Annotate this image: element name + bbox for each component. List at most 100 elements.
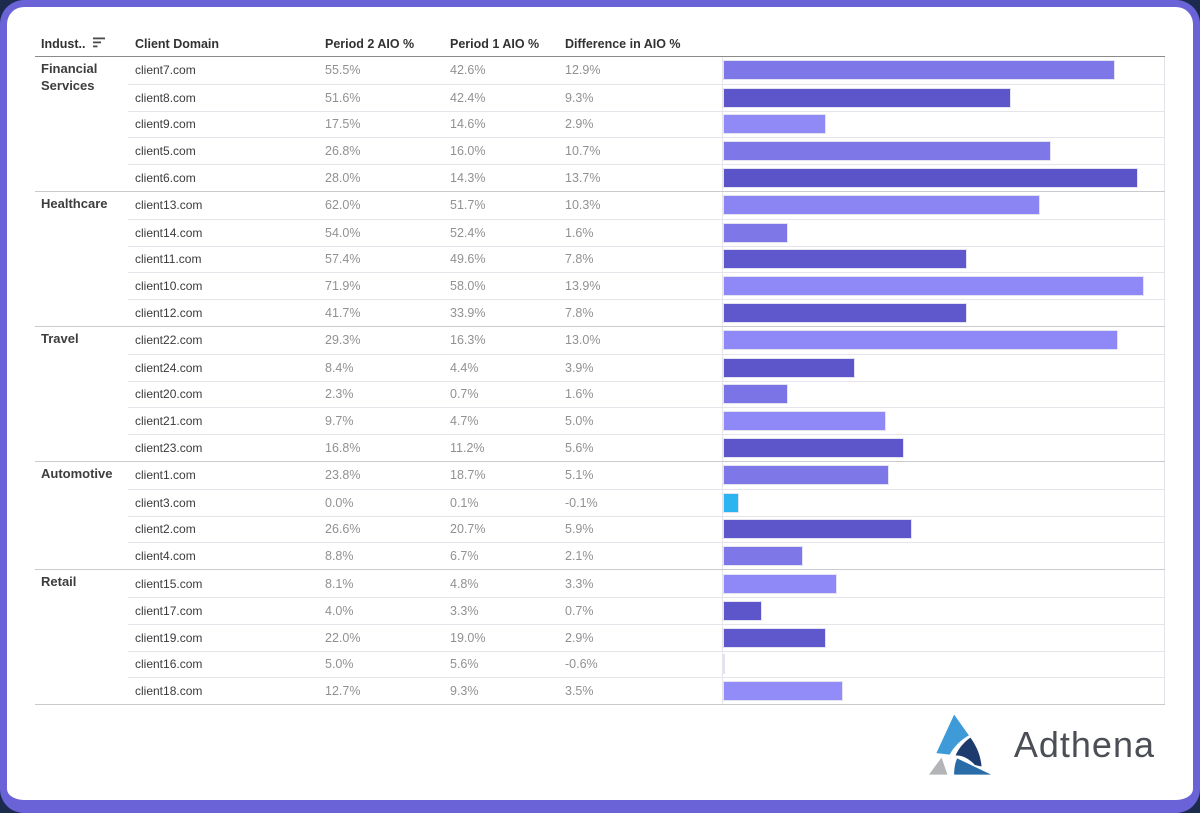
diff-bar[interactable]	[723, 492, 739, 513]
table-row[interactable]: client7.com 55.5% 42.6% 12.9%	[128, 57, 1164, 84]
table-row[interactable]: client23.com 16.8% 11.2% 5.6%	[128, 434, 1164, 461]
diff-bar[interactable]	[723, 195, 1040, 216]
difference-bar-cell	[722, 543, 1164, 570]
table-row[interactable]: client11.com 57.4% 49.6% 7.8%	[128, 245, 1164, 273]
diff-bar[interactable]	[723, 627, 826, 648]
sort-descending-icon[interactable]	[93, 37, 106, 51]
table-row[interactable]: client8.com 51.6% 42.4% 9.3%	[128, 83, 1164, 111]
diff-bar[interactable]	[723, 276, 1144, 297]
table-row[interactable]: client4.com 8.8% 6.7% 2.1%	[128, 542, 1164, 570]
difference-cell: 9.3%	[565, 90, 594, 105]
diff-bar[interactable]	[723, 573, 838, 594]
client-domain-cell: client4.com	[135, 549, 196, 564]
difference-bar-cell	[722, 516, 1164, 543]
diff-bar[interactable]	[723, 438, 904, 459]
difference-cell: 10.7%	[565, 144, 601, 159]
column-header-period1[interactable]: Period 1 AIO %	[450, 37, 540, 51]
diff-bar[interactable]	[723, 546, 803, 567]
period1-cell: 11.2%	[450, 441, 485, 456]
difference-bar-cell	[722, 84, 1164, 111]
period2-cell: 55.5%	[325, 63, 361, 78]
column-header-period2[interactable]: Period 2 AIO %	[325, 37, 415, 51]
period2-cell: 28.0%	[325, 171, 361, 186]
table-row[interactable]: client20.com 2.3% 0.7% 1.6%	[128, 380, 1164, 408]
diff-bar[interactable]	[723, 87, 1011, 108]
table-row[interactable]: client18.com 12.7% 9.3% 3.5%	[128, 677, 1164, 705]
table-row[interactable]: client19.com 22.0% 19.0% 2.9%	[128, 623, 1164, 651]
client-domain-cell: client8.com	[135, 90, 196, 105]
difference-cell: 5.6%	[565, 441, 594, 456]
difference-bar-cell	[722, 138, 1164, 165]
column-header-client-domain[interactable]: Client Domain	[135, 37, 220, 51]
client-domain-cell: client23.com	[135, 441, 203, 456]
period1-cell: 20.7%	[450, 522, 486, 537]
period1-cell: 18.7%	[450, 468, 486, 483]
table-row[interactable]: client2.com 26.6% 20.7% 5.9%	[128, 515, 1164, 543]
table-row[interactable]: client14.com 54.0% 52.4% 1.6%	[128, 218, 1164, 246]
period2-cell: 0.0%	[325, 495, 354, 510]
difference-cell: 7.8%	[565, 306, 594, 321]
table-row[interactable]: client22.com 29.3% 16.3% 13.0%	[128, 326, 1164, 354]
table-row[interactable]: client1.com 23.8% 18.7% 5.1%	[128, 461, 1164, 489]
period1-cell: 6.7%	[450, 549, 479, 564]
diff-bar[interactable]	[723, 114, 826, 135]
diff-bar[interactable]	[723, 465, 890, 486]
table-row[interactable]: client13.com 62.0% 51.7% 10.3%	[128, 191, 1164, 219]
table-row[interactable]: client17.com 4.0% 3.3% 0.7%	[128, 596, 1164, 624]
table-row[interactable]: client5.com 26.8% 16.0% 10.7%	[128, 137, 1164, 165]
client-domain-cell: client22.com	[135, 333, 203, 348]
period2-cell: 51.6%	[325, 90, 361, 105]
table-row[interactable]: client10.com 71.9% 58.0% 13.9%	[128, 272, 1164, 300]
table-row[interactable]: client3.com 0.0% 0.1% -0.1%	[128, 488, 1164, 516]
difference-cell: 5.1%	[565, 468, 594, 483]
period1-cell: 4.4%	[450, 360, 479, 375]
industry-label: Automotive	[41, 465, 113, 481]
client-domain-cell: client19.com	[135, 630, 203, 645]
client-domain-cell: client1.com	[135, 468, 196, 483]
group-rows: client15.com 8.1% 4.8% 3.3% client17.com…	[128, 570, 1165, 705]
diff-bar[interactable]	[723, 141, 1052, 162]
diff-bar[interactable]	[723, 168, 1138, 189]
industry-label: Retail	[41, 574, 77, 590]
diff-bar[interactable]	[723, 519, 913, 540]
column-header-industry[interactable]: Indust..	[35, 37, 128, 51]
table-row[interactable]: client9.com 17.5% 14.6% 2.9%	[128, 110, 1164, 138]
diff-bar[interactable]	[723, 654, 725, 675]
adthena-logo-text: Adthena	[1013, 724, 1155, 765]
client-domain-cell: client7.com	[135, 63, 196, 78]
period2-cell: 8.8%	[325, 549, 354, 564]
period2-cell: 4.0%	[325, 603, 354, 618]
difference-bar-cell	[722, 489, 1164, 516]
table-row[interactable]: client16.com 5.0% 5.6% -0.6%	[128, 650, 1164, 678]
table-row[interactable]: client24.com 8.4% 4.4% 3.9%	[128, 353, 1164, 381]
table-row[interactable]: client15.com 8.1% 4.8% 3.3%	[128, 570, 1164, 597]
diff-bar[interactable]	[723, 60, 1115, 81]
diff-bar[interactable]	[723, 303, 968, 324]
diff-bar[interactable]	[723, 681, 843, 702]
period1-cell: 14.3%	[450, 171, 486, 186]
group-rows: client13.com 62.0% 51.7% 10.3% client14.…	[128, 191, 1165, 326]
period1-cell: 42.4%	[450, 90, 486, 105]
diff-bar[interactable]	[723, 384, 789, 405]
period1-cell: 0.1%	[450, 495, 479, 510]
table-row[interactable]: client6.com 28.0% 14.3% 13.7%	[128, 164, 1164, 191]
diff-bar[interactable]	[723, 330, 1118, 351]
diff-bar[interactable]	[723, 600, 763, 621]
period1-cell: 5.6%	[450, 657, 479, 672]
industry-label: Financial Services	[41, 61, 98, 93]
table-row[interactable]: client21.com 9.7% 4.7% 5.0%	[128, 407, 1164, 435]
diff-bar[interactable]	[723, 411, 887, 432]
diff-bar[interactable]	[723, 249, 968, 270]
period2-cell: 71.9%	[325, 279, 361, 294]
difference-cell: 2.1%	[565, 549, 594, 564]
difference-bar-cell	[722, 246, 1164, 273]
logo-triangle-bottom-right	[953, 758, 991, 775]
period1-cell: 9.3%	[450, 684, 479, 699]
period1-cell: 3.3%	[450, 603, 479, 618]
period2-cell: 57.4%	[325, 252, 361, 267]
diff-bar[interactable]	[723, 357, 855, 378]
table-row[interactable]: client12.com 41.7% 33.9% 7.8%	[128, 299, 1164, 326]
column-header-difference[interactable]: Difference in AIO %	[565, 37, 681, 51]
diff-bar[interactable]	[723, 222, 789, 243]
difference-cell: 13.9%	[565, 279, 601, 294]
